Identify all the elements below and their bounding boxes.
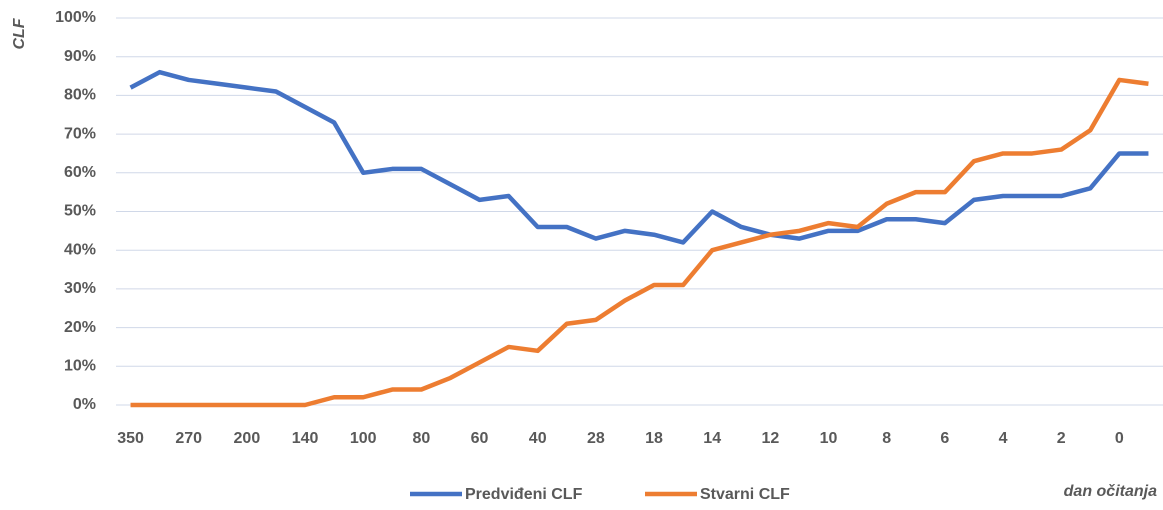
y-tick-label: 20% (64, 319, 96, 336)
x-tick-label: 2 (1057, 430, 1066, 447)
x-tick-label: 4 (999, 430, 1008, 447)
x-tick-label: 140 (292, 430, 319, 447)
y-axis-title: CLF (11, 17, 28, 49)
x-tick-label: 60 (471, 430, 489, 447)
legend-label: Stvarni CLF (700, 486, 790, 503)
x-axis-title: dan očitanja (1064, 483, 1157, 500)
y-tick-label: 0% (73, 396, 96, 413)
x-tick-label: 14 (703, 430, 721, 447)
x-tick-label: 28 (587, 430, 605, 447)
series-line (130, 77, 1149, 408)
x-tick-label: 270 (175, 430, 202, 447)
x-tick-label: 0 (1115, 430, 1124, 447)
x-tick-label: 18 (645, 430, 663, 447)
y-tick-label: 90% (64, 48, 96, 65)
x-tick-label: 350 (117, 430, 144, 447)
y-tick-label: 80% (64, 87, 96, 104)
series-line (129, 69, 1149, 245)
x-tick-label: 80 (412, 430, 430, 447)
x-tick-label: 12 (761, 430, 779, 447)
legend-label: Predviđeni CLF (465, 486, 583, 503)
x-tick-label: 6 (940, 430, 949, 447)
y-tick-label: 30% (64, 280, 96, 297)
x-tick-label: 10 (820, 430, 838, 447)
y-tick-label: 60% (64, 164, 96, 181)
y-tick-label: 10% (64, 358, 96, 375)
y-tick-label: 50% (64, 203, 96, 220)
x-tick-label: 40 (529, 430, 547, 447)
y-tick-label: 40% (64, 241, 96, 258)
x-tick-label: 8 (882, 430, 891, 447)
y-tick-label: 100% (55, 9, 96, 26)
x-tick-label: 100 (350, 430, 377, 447)
y-tick-label: 70% (64, 125, 96, 142)
x-tick-label: 200 (234, 430, 261, 447)
